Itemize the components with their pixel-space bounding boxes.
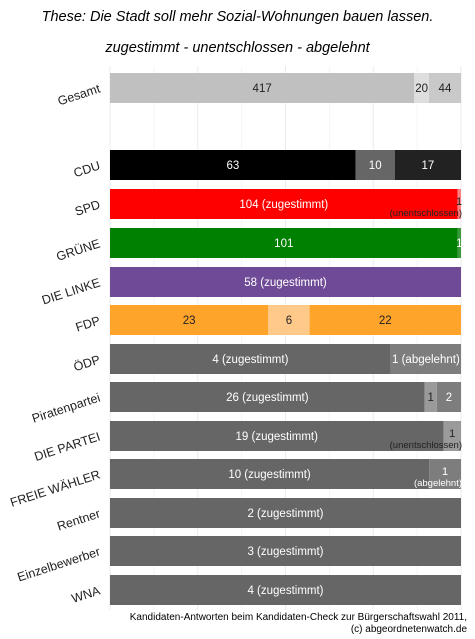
data-label: 26 (zugestimmt) bbox=[226, 392, 309, 404]
category-label: Rentner bbox=[55, 507, 102, 534]
data-label: 23 bbox=[183, 315, 196, 327]
footer-source: Kandidaten-Antworten beim Kandidaten-Che… bbox=[129, 612, 467, 623]
bar-segment-zugestimmt bbox=[110, 498, 461, 528]
bar-row-wna: WNA 4 (zugestimmt) bbox=[70, 575, 461, 606]
data-label: 19 (zugestimmt) bbox=[236, 431, 319, 443]
category-label: ÖDP bbox=[72, 353, 102, 375]
bar-segment-abgelehnt bbox=[428, 73, 461, 103]
bar-segment-abgelehnt bbox=[457, 228, 461, 258]
data-label: 6 bbox=[286, 315, 292, 327]
bar-segment-zugestimmt bbox=[110, 73, 415, 103]
bar-segment-zugestimmt bbox=[110, 536, 461, 566]
bar-segment-unentschlossen bbox=[457, 189, 461, 219]
bar-row-grüne: GRÜNE 101 1 bbox=[55, 228, 462, 264]
bar-segment-zugestimmt bbox=[110, 150, 356, 180]
bar-segment-zugestimmt bbox=[110, 305, 269, 335]
bar-row-ödp: ÖDP 4 (zugestimmt) 1 (abgelehnt) bbox=[72, 344, 461, 374]
data-label-note: (unentschlossen) bbox=[390, 440, 462, 451]
data-label: 22 bbox=[379, 315, 392, 327]
bar-segment-zugestimmt bbox=[110, 575, 461, 605]
data-label: 20 bbox=[415, 83, 428, 95]
bar-row-rentner: Rentner 2 (zugestimmt) bbox=[55, 498, 461, 534]
data-label-note: (unentschlossen) bbox=[390, 208, 462, 219]
data-label: 1 bbox=[456, 238, 462, 250]
data-label: 2 (zugestimmt) bbox=[247, 508, 323, 520]
data-label: 44 bbox=[439, 83, 452, 95]
data-label: 10 bbox=[369, 160, 382, 172]
bar-segment-zugestimmt bbox=[110, 459, 430, 489]
category-label: CDU bbox=[72, 159, 102, 181]
bar-segment-abgelehnt bbox=[309, 305, 461, 335]
bar-segment-zugestimmt bbox=[110, 344, 391, 374]
data-label: 17 bbox=[421, 160, 434, 172]
bar-segment-unentschlossen bbox=[424, 382, 437, 412]
chart-title: These: Die Stadt soll mehr Sozial-Wohnun… bbox=[41, 9, 434, 25]
data-label: 58 (zugestimmt) bbox=[244, 277, 327, 289]
bar-segment-unentschlossen bbox=[355, 150, 395, 180]
category-label: Einzelbewerber bbox=[16, 545, 102, 585]
bar-segment-abgelehnt bbox=[390, 344, 461, 374]
bar-segment-abgelehnt bbox=[429, 459, 461, 489]
bar-row-fdp: FDP 23 6 22 bbox=[74, 305, 461, 335]
data-label: 1 bbox=[442, 466, 448, 478]
bar-segment-zugestimmt bbox=[110, 228, 458, 258]
category-label: SPD bbox=[73, 198, 102, 219]
data-label: 10 (zugestimmt) bbox=[228, 469, 311, 481]
category-label: FREIE WÄHLER bbox=[8, 468, 102, 510]
bar-segment-abgelehnt bbox=[436, 382, 461, 412]
bar-segment-unentschlossen bbox=[414, 73, 429, 103]
bar-row-cdu: CDU 63 10 17 bbox=[72, 150, 461, 180]
data-label: 417 bbox=[253, 83, 272, 95]
bar-segment-unentschlossen bbox=[268, 305, 310, 335]
data-label: 4 (zugestimmt) bbox=[212, 354, 288, 366]
data-label: 3 (zugestimmt) bbox=[247, 546, 323, 558]
data-label: 1 bbox=[428, 392, 434, 404]
category-label: Gesamt bbox=[56, 81, 102, 108]
data-label: 63 bbox=[226, 160, 239, 172]
category-label: FDP bbox=[74, 314, 102, 335]
data-label: 1 (abgelehnt) bbox=[392, 354, 460, 366]
data-label: 1 bbox=[456, 196, 462, 208]
data-label-note: (abgelehnt) bbox=[414, 478, 462, 489]
bar-segment-unentschlossen bbox=[443, 421, 461, 451]
data-label: 1 bbox=[449, 428, 455, 440]
data-label: 104 (zugestimmt) bbox=[239, 199, 328, 211]
category-label: Piratenpartei bbox=[30, 391, 102, 426]
category-label: WNA bbox=[70, 583, 103, 606]
bar-segment-abgelehnt bbox=[394, 150, 461, 180]
bar-segment-zugestimmt bbox=[110, 421, 444, 451]
category-label: DIE LINKE bbox=[40, 276, 102, 308]
bar-segment-zugestimmt bbox=[110, 267, 461, 297]
data-label: 101 bbox=[274, 238, 293, 250]
footer-copyright: (c) abgeordnetenwatch.de bbox=[350, 624, 467, 635]
data-label: 2 bbox=[446, 392, 452, 404]
bar-segment-zugestimmt bbox=[110, 189, 458, 219]
category-label: DIE PARTEI bbox=[33, 430, 102, 464]
data-label: 4 (zugestimmt) bbox=[247, 585, 323, 597]
bar-row-spd: SPD 104 (zugestimmt) 1(unentschlossen) bbox=[73, 189, 462, 219]
category-label: GRÜNE bbox=[55, 237, 102, 264]
chart-subtitle: zugestimmt - unentschlossen - abgelehnt bbox=[105, 40, 370, 56]
bar-segment-zugestimmt bbox=[110, 382, 425, 412]
